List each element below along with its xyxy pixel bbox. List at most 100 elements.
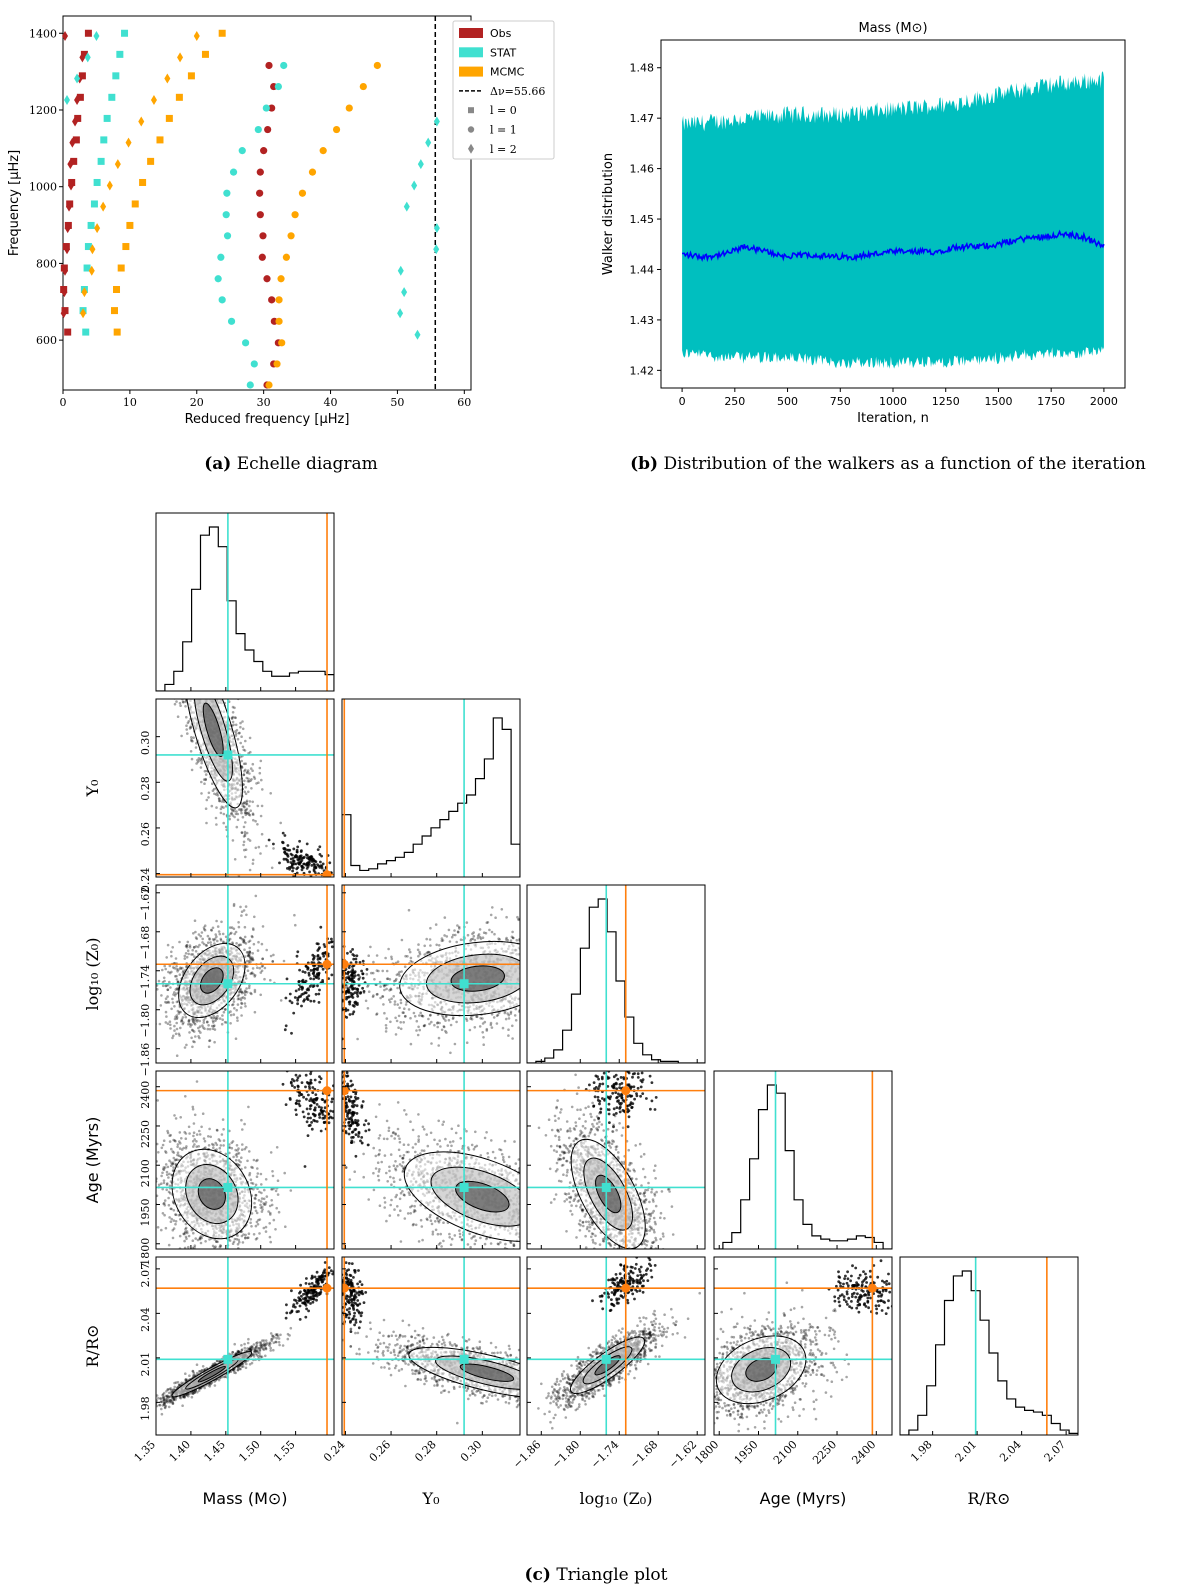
legend-circle (467, 126, 475, 133)
sample-point (381, 995, 385, 998)
l1-mode-circle (250, 360, 258, 368)
sample-point (233, 1007, 236, 1010)
sample-point (375, 1013, 378, 1016)
sample-point (191, 1029, 195, 1032)
sample-point (183, 617, 186, 620)
tail-sample-point (305, 863, 309, 866)
l2-mode-diamond (94, 223, 101, 234)
sample-point (190, 675, 193, 678)
l1-mode-circle (268, 104, 276, 112)
sample-point (534, 991, 537, 994)
sample-point (540, 979, 543, 982)
sample-point (239, 936, 242, 940)
sample-point (403, 1007, 406, 1010)
sample-point (210, 696, 213, 699)
l2-mode-diamond (177, 52, 184, 63)
sample-point (198, 664, 201, 667)
sample-point (438, 1021, 441, 1025)
sample-point (539, 963, 542, 966)
sample-point (569, 972, 572, 975)
l0-mode-square (83, 264, 91, 272)
sample-point (375, 1012, 379, 1015)
sample-point (158, 648, 161, 651)
sample-point (224, 825, 228, 829)
tail-sample-point (313, 967, 316, 971)
sample-point (570, 952, 573, 955)
mcmc-marker (342, 959, 349, 969)
sample-point (379, 996, 382, 1000)
sample-point (247, 953, 251, 956)
hist-panel-0 (155, 512, 335, 692)
sample-point (506, 1012, 509, 1015)
sample-point (173, 645, 176, 648)
sample-point (534, 974, 537, 977)
tail-sample-point (281, 841, 285, 845)
sample-point (234, 930, 238, 934)
sample-point (167, 649, 170, 652)
sample-point (210, 655, 213, 658)
sample-point (384, 1024, 388, 1027)
sample-point (506, 938, 510, 942)
sample-point (218, 649, 221, 652)
sample-point (548, 910, 551, 913)
sample-point (193, 919, 197, 922)
tail-sample-point (314, 865, 318, 869)
sample-point (416, 948, 420, 952)
sample-point (471, 932, 474, 936)
sample-point (242, 773, 246, 777)
sample-point (192, 946, 196, 949)
sample-point (208, 656, 211, 659)
sample-point (421, 1015, 425, 1018)
sample-point (184, 662, 187, 665)
sample-point (418, 1014, 421, 1017)
sample-point (243, 991, 246, 995)
sample-point (228, 926, 232, 929)
sample-point (211, 694, 214, 697)
sample-point (448, 940, 452, 943)
sample-point (231, 809, 234, 813)
sample-point (503, 1011, 507, 1015)
sample-point (209, 685, 212, 688)
sample-point (204, 695, 207, 698)
sample-point (210, 929, 213, 932)
tail-sample-point (318, 853, 322, 856)
sample-point (172, 1034, 175, 1038)
tail-sample-point (296, 950, 300, 954)
tail-sample-point (299, 995, 302, 998)
sample-point (257, 781, 260, 784)
sample-point (521, 933, 524, 936)
tail-sample-point (288, 867, 291, 871)
sample-point (415, 1029, 418, 1032)
sample-point (217, 664, 220, 667)
sample-point (537, 949, 540, 952)
mcmc-marker (322, 959, 332, 969)
sample-point (528, 948, 531, 951)
sample-point (201, 696, 204, 699)
y-axis-label: Frequency [μHz] (7, 150, 22, 256)
tail-sample-point (312, 964, 315, 968)
median-walker-line (682, 229, 1105, 263)
sample-point (175, 1014, 179, 1017)
sample-point (586, 990, 589, 993)
sample-point (195, 937, 199, 941)
sample-point (193, 657, 196, 660)
l1-mode-circle (254, 125, 262, 134)
sample-point (239, 905, 242, 909)
sample-point (175, 676, 178, 679)
sample-point (212, 696, 215, 699)
sample-point (187, 1020, 191, 1023)
sample-point (215, 657, 218, 660)
sample-point (190, 692, 193, 695)
sample-point (156, 984, 159, 987)
tail-sample-point (312, 868, 316, 871)
sample-point (177, 653, 180, 656)
sample-point (188, 652, 191, 655)
sample-point (183, 1013, 187, 1016)
sample-point (207, 688, 210, 691)
sample-point (191, 1017, 195, 1021)
sample-point (219, 680, 222, 683)
sample-point (216, 794, 220, 797)
sample-point (510, 935, 514, 939)
sample-point (196, 687, 199, 690)
sample-point (220, 800, 224, 803)
